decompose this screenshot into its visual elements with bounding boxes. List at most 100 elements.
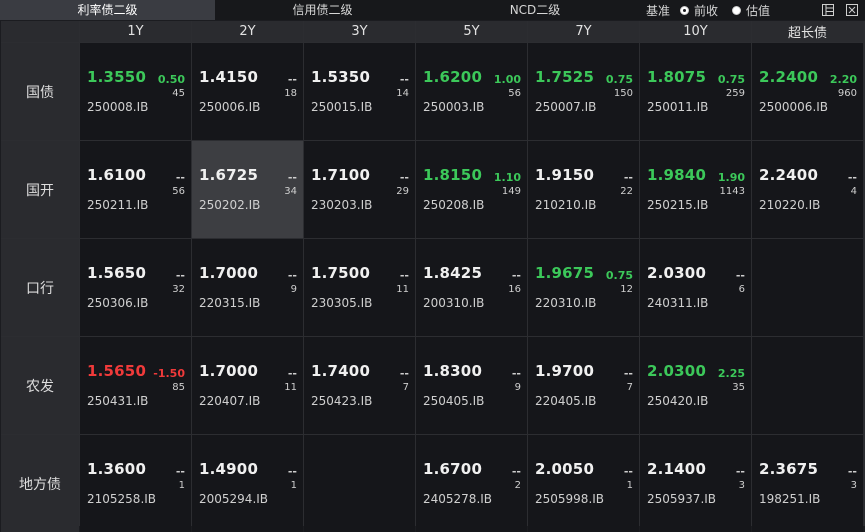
quote-change: -- <box>847 171 857 184</box>
quote-change: -- <box>511 367 521 380</box>
quote-change: -- <box>287 269 297 282</box>
quote-volume: 11 <box>396 284 409 295</box>
quote-change: -- <box>399 367 409 380</box>
quote-price: 1.9675 <box>535 264 595 282</box>
quote-price: 2.2400 <box>759 68 819 86</box>
quote-price: 1.4900 <box>199 460 259 478</box>
bond-code: 250006.IB <box>199 100 261 114</box>
quote-cell[interactable]: 1.9840 1.90 1143 250215.IB <box>640 141 751 238</box>
quote-volume: 1 <box>178 480 185 491</box>
layout-icon[interactable] <box>821 3 835 17</box>
quote-volume: 9 <box>514 382 521 393</box>
quote-change: -- <box>623 367 633 380</box>
quote-price: 1.9840 <box>647 166 707 184</box>
bond-code: 250015.IB <box>311 100 373 114</box>
quote-price: 1.7000 <box>199 264 259 282</box>
quote-cell[interactable]: 1.7100 -- 29 230203.IB <box>304 141 415 238</box>
quote-cell[interactable]: 1.7400 -- 7 250423.IB <box>304 337 415 434</box>
row-header: 国债 <box>1 43 79 140</box>
quote-cell[interactable]: 2.2400 -- 4 210220.IB <box>752 141 863 238</box>
quote-price: 1.7100 <box>311 166 371 184</box>
quote-cell[interactable]: 1.6200 1.00 56 250003.IB <box>416 43 527 140</box>
bond-code: 210220.IB <box>759 198 821 212</box>
radio-selected-icon <box>680 5 690 15</box>
bond-code: 250405.IB <box>423 394 485 408</box>
quote-cell[interactable]: 1.8150 1.10 149 250208.IB <box>416 141 527 238</box>
quote-price: 1.8075 <box>647 68 707 86</box>
quote-price: 1.7400 <box>311 362 371 380</box>
quote-cell[interactable]: 1.7000 -- 11 220407.IB <box>192 337 303 434</box>
bond-code: 250420.IB <box>647 394 709 408</box>
bond-code: 250423.IB <box>311 394 373 408</box>
tab-credit-bonds[interactable]: 信用债二级 <box>292 3 353 17</box>
quote-cell[interactable]: 1.5650 -- 32 250306.IB <box>80 239 191 336</box>
quote-cell[interactable]: 1.3600 -- 1 2105258.IB <box>80 435 191 532</box>
quote-change: -- <box>175 171 185 184</box>
quote-cell[interactable]: 1.9675 0.75 12 220310.IB <box>528 239 639 336</box>
quote-price: 1.6200 <box>423 68 483 86</box>
close-icon[interactable] <box>845 3 859 17</box>
bond-code: 220405.IB <box>535 394 597 408</box>
bond-code: 250007.IB <box>535 100 597 114</box>
basis-option-label: 估值 <box>746 3 771 18</box>
quote-cell[interactable]: 2.3675 -- 3 198251.IB <box>752 435 863 532</box>
quote-change: -- <box>175 269 185 282</box>
quote-cell[interactable]: 1.5650 -1.50 85 250431.IB <box>80 337 191 434</box>
quote-change: 2.25 <box>717 367 745 380</box>
bond-code: 250211.IB <box>87 198 149 212</box>
tab-ncd[interactable]: NCD二级 <box>509 3 561 17</box>
quote-cell[interactable]: 1.8300 -- 9 250405.IB <box>416 337 527 434</box>
quote-cell[interactable]: 1.9700 -- 7 220405.IB <box>528 337 639 434</box>
quote-cell[interactable]: 1.7000 -- 9 220315.IB <box>192 239 303 336</box>
quote-price: 1.8150 <box>423 166 483 184</box>
quote-cell[interactable]: 1.8425 -- 16 200310.IB <box>416 239 527 336</box>
quote-cell[interactable]: 2.0300 2.25 35 250420.IB <box>640 337 751 434</box>
quote-grid: 1Y 2Y 3Y 5Y 7Y 10Y 超长债 国债 1.3550 0.50 45 250008.IB 1… <box>1 21 865 532</box>
quote-cell[interactable]: 1.7525 0.75 150 250007.IB <box>528 43 639 140</box>
quote-volume: 1 <box>626 480 633 491</box>
toolbar-icons <box>811 3 859 17</box>
quote-cell[interactable]: 2.1400 -- 3 2505937.IB <box>640 435 751 532</box>
basis-option-valuation[interactable]: 估值 <box>732 2 770 19</box>
quote-cell[interactable]: 1.3550 0.50 45 250008.IB <box>80 43 191 140</box>
bond-code: 250202.IB <box>199 198 261 212</box>
quote-cell[interactable]: 1.5350 -- 14 250015.IB <box>304 43 415 140</box>
quote-price: 2.3675 <box>759 460 819 478</box>
quote-change: 1.90 <box>717 171 745 184</box>
bond-code: 2505937.IB <box>647 492 717 506</box>
quote-cell[interactable]: 2.0300 -- 6 240311.IB <box>640 239 751 336</box>
quote-change: -- <box>287 171 297 184</box>
column-header: 2Y <box>192 21 303 42</box>
quote-change: -- <box>735 269 745 282</box>
quote-volume: 35 <box>732 382 745 393</box>
quote-cell <box>304 435 415 532</box>
quote-cell[interactable]: 1.8075 0.75 259 250011.IB <box>640 43 751 140</box>
quote-cell[interactable]: 1.9150 -- 22 210210.IB <box>528 141 639 238</box>
quote-volume: 22 <box>620 186 633 197</box>
quote-cell[interactable]: 1.4900 -- 1 2005294.IB <box>192 435 303 532</box>
quote-cell[interactable]: 1.6725 -- 34 250202.IB <box>192 141 303 238</box>
quote-change: -- <box>511 465 521 478</box>
quote-cell[interactable]: 1.4150 -- 18 250006.IB <box>192 43 303 140</box>
row-header: 地方债 <box>1 435 79 532</box>
grid-corner <box>1 21 79 42</box>
tab-rate-bonds[interactable]: 利率债二级 <box>0 0 215 20</box>
quote-cell[interactable]: 1.7500 -- 11 230305.IB <box>304 239 415 336</box>
quote-price: 1.6100 <box>87 166 147 184</box>
column-header: 10Y <box>640 21 751 42</box>
quote-volume: 56 <box>172 186 185 197</box>
quote-cell[interactable]: 2.0050 -- 1 2505998.IB <box>528 435 639 532</box>
quote-price: 1.5650 <box>87 264 147 282</box>
quote-cell[interactable]: 2.2400 2.20 960 2500006.IB <box>752 43 863 140</box>
quote-cell[interactable]: 1.6100 -- 56 250211.IB <box>80 141 191 238</box>
column-header: 1Y <box>80 21 191 42</box>
quote-cell[interactable]: 1.6700 -- 2 2405278.IB <box>416 435 527 532</box>
basis-option-prev-close[interactable]: 前收 <box>680 2 718 19</box>
quote-change: 2.20 <box>829 73 857 86</box>
bond-code: 240311.IB <box>647 296 709 310</box>
quote-price: 1.7500 <box>311 264 371 282</box>
bond-code: 250011.IB <box>647 100 709 114</box>
quote-change: 1.10 <box>493 171 521 184</box>
quote-price: 1.7000 <box>199 362 259 380</box>
quote-volume: 4 <box>850 186 857 197</box>
